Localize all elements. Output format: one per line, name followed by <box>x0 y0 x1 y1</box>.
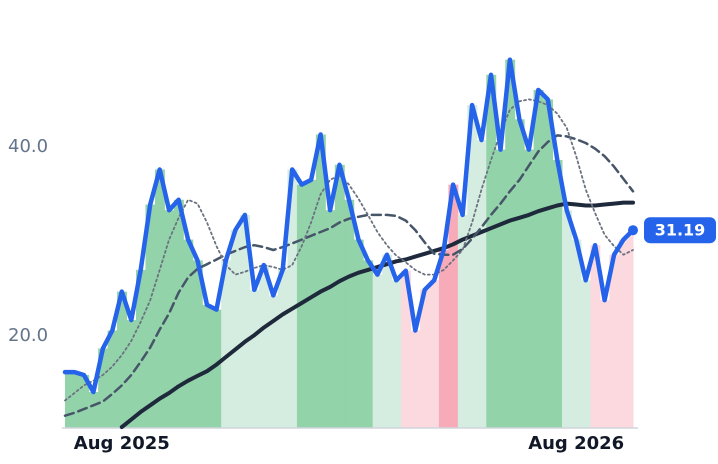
last-value-badge <box>644 217 716 244</box>
area-column <box>164 210 175 428</box>
area-column <box>372 274 383 428</box>
area-column <box>230 230 241 428</box>
area-column <box>88 392 99 428</box>
area-column <box>571 239 582 428</box>
area-column <box>296 184 307 428</box>
area-column <box>211 309 222 428</box>
area-column <box>154 169 165 428</box>
area-column <box>514 119 525 428</box>
area-column <box>505 59 516 428</box>
area-column <box>353 239 364 428</box>
area-column <box>382 254 393 428</box>
area-column <box>98 348 109 428</box>
area-column <box>117 291 128 428</box>
area-column <box>438 249 449 428</box>
x-tick-label: Aug 2026 <box>528 433 624 454</box>
area-column <box>268 295 279 428</box>
area-column <box>495 149 506 428</box>
area-column <box>126 320 137 428</box>
last-value-label: 31.19 <box>655 221 706 240</box>
area-column <box>136 269 146 428</box>
area-column <box>580 280 591 428</box>
area-column <box>259 265 270 428</box>
area-column <box>173 199 184 428</box>
area-column <box>79 374 90 428</box>
y-tick-label: 20.0 <box>8 325 48 346</box>
area-column <box>562 210 572 428</box>
ma-line <box>119 200 635 430</box>
area-column <box>420 289 430 428</box>
area-column <box>334 164 345 429</box>
area-column <box>552 160 563 428</box>
area-column <box>315 134 326 428</box>
area-column <box>69 372 80 428</box>
area-column <box>65 372 71 428</box>
area-column <box>107 330 118 428</box>
y-tick-label: 40.0 <box>8 136 48 157</box>
area-column <box>401 270 412 428</box>
area-column <box>457 214 468 428</box>
area-column <box>287 169 298 428</box>
area-column <box>221 260 232 428</box>
area-column <box>240 214 251 428</box>
area-column <box>306 179 317 428</box>
area-column <box>249 289 260 428</box>
area-column <box>202 304 213 428</box>
area-column <box>533 89 544 428</box>
area-column <box>363 260 374 428</box>
area-column <box>448 184 459 428</box>
area-column <box>183 239 194 428</box>
last-point <box>628 225 638 236</box>
area-column <box>618 239 629 428</box>
area-column <box>524 149 535 428</box>
area-column <box>278 269 288 428</box>
area-column <box>344 199 355 428</box>
area-column <box>391 280 402 428</box>
area-column <box>486 74 497 429</box>
x-tick-label: Aug 2025 <box>74 433 170 454</box>
price-line <box>62 57 636 395</box>
area-column <box>410 330 421 428</box>
area-column <box>467 105 478 428</box>
area-column <box>476 140 487 428</box>
area-column <box>429 280 440 428</box>
area-column <box>599 300 610 428</box>
area-column <box>590 245 601 428</box>
area-column <box>609 254 620 428</box>
area-column <box>145 204 156 428</box>
area-column <box>628 230 634 428</box>
area-column <box>325 210 336 428</box>
ma-line <box>63 134 635 417</box>
area-column <box>543 99 554 429</box>
area-column <box>192 260 203 428</box>
